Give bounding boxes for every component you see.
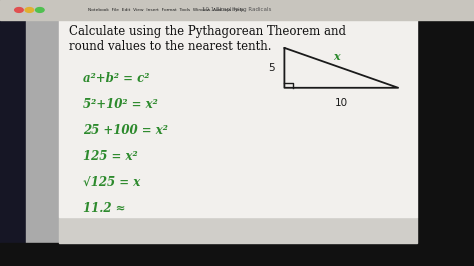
Bar (0, 20, 26, 266)
Circle shape (15, 7, 23, 12)
Text: 25 +100 = x²: 25 +100 = x² (83, 124, 168, 137)
Circle shape (36, 7, 44, 12)
Text: x: x (334, 51, 340, 62)
Text: √125 = x: √125 = x (83, 176, 140, 189)
Text: 10.1 Simplifying Radicals: 10.1 Simplifying Radicals (202, 7, 272, 13)
Text: 5²+10² = x²: 5²+10² = x² (83, 98, 158, 111)
Bar (26, 20, 59, 245)
Bar (59, 217, 417, 243)
Text: 125 = x²: 125 = x² (83, 150, 137, 163)
Bar (0, 243, 474, 266)
Bar (417, 0, 474, 266)
Text: Calculate using the Pythagorean Theorem and
round values to the nearest tenth.: Calculate using the Pythagorean Theorem … (69, 25, 346, 53)
Text: Notebook  File  Edit  View  Insert  Format  Tools  Window  Add-ons  Help: Notebook File Edit View Insert Format To… (88, 8, 244, 12)
Text: a²+b² = c²: a²+b² = c² (83, 72, 149, 85)
Bar (0, 0, 474, 20)
Text: 10: 10 (335, 98, 348, 109)
Text: 11.2 ≈: 11.2 ≈ (83, 202, 126, 215)
Bar (59, 20, 417, 217)
Circle shape (25, 7, 34, 12)
Text: 5: 5 (268, 63, 275, 73)
